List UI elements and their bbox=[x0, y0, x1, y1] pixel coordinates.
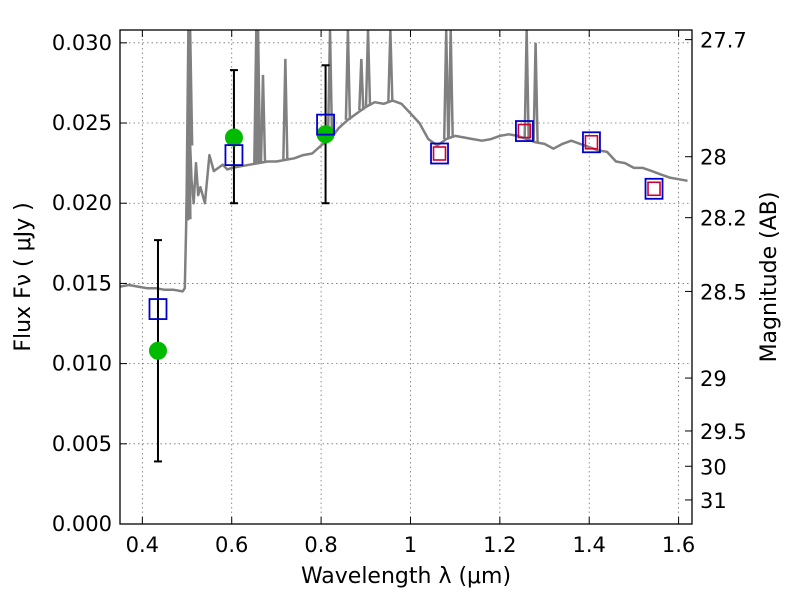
emission-line-spike bbox=[442, 30, 450, 140]
right-tick-label: 31 bbox=[700, 489, 727, 513]
x-tick-label: 1.6 bbox=[662, 533, 695, 557]
right-axis-label: Magnitude (AB) bbox=[757, 192, 782, 363]
emission-line-spike bbox=[254, 30, 262, 164]
series-layer bbox=[120, 30, 688, 463]
emission-line-spike bbox=[259, 74, 267, 163]
x-tick-label: 0.4 bbox=[126, 533, 159, 557]
model-spectrum-line bbox=[120, 99, 688, 293]
right-tick-label: 28.5 bbox=[700, 280, 747, 304]
model-photometry-square bbox=[316, 113, 335, 136]
right-tick-label: 29 bbox=[700, 367, 727, 391]
y-tick-label: 0.030 bbox=[52, 31, 112, 55]
y-tick-label: 0.015 bbox=[52, 271, 112, 295]
right-tick-label: 29.5 bbox=[700, 420, 747, 444]
x-tick-label: 1.2 bbox=[483, 533, 516, 557]
y-tick-label: 0.025 bbox=[52, 111, 112, 135]
model-photometry-square bbox=[224, 144, 244, 167]
grid-lines bbox=[120, 30, 692, 524]
model-photometry-inner-square bbox=[584, 134, 599, 150]
emission-line-spike bbox=[344, 30, 352, 120]
x-tick-label: 0.8 bbox=[304, 533, 337, 557]
model-photometry-square bbox=[148, 298, 168, 320]
right-tick-label: 30 bbox=[700, 455, 727, 479]
model-photometry-square bbox=[515, 120, 534, 142]
model-photometry-inner-square bbox=[647, 181, 661, 197]
x-axis-label: Wavelength λ (μm) bbox=[301, 564, 511, 589]
axis-ticks: 0.4 0.6 0.8 1 1.2 1.4 1.6 0.000 0.005 0.010 0.015 0… bbox=[52, 29, 747, 557]
y-tick-label: 0.020 bbox=[52, 191, 112, 215]
observed-point bbox=[224, 128, 243, 147]
plot-area bbox=[120, 30, 688, 463]
emission-line-spike bbox=[364, 30, 372, 106]
emission-line-spike bbox=[358, 58, 365, 111]
model-photometry-square bbox=[582, 131, 601, 154]
emission-line-spike bbox=[185, 30, 192, 220]
model-photometry-square bbox=[430, 142, 449, 165]
emission-line-spike bbox=[523, 30, 530, 140]
right-tick-label: 28.2 bbox=[700, 207, 747, 231]
model-photometry-square bbox=[644, 177, 664, 200]
x-tick-label: 1.4 bbox=[573, 533, 606, 557]
plot-frame bbox=[119, 29, 693, 525]
emission-line-spike bbox=[447, 30, 454, 138]
emission-line-spike bbox=[282, 58, 289, 160]
x-tick-label: 0.6 bbox=[215, 533, 248, 557]
emission-line-spike bbox=[326, 30, 334, 140]
observed-point bbox=[148, 341, 167, 360]
emission-line-spike bbox=[387, 30, 394, 102]
emission-line-spike bbox=[186, 30, 194, 146]
y-axis-label: Flux Fν ( μJy ) bbox=[11, 202, 36, 351]
emission-line-spike bbox=[532, 42, 539, 143]
y-tick-label: 0.000 bbox=[52, 512, 112, 536]
x-tick-label: 1 bbox=[404, 533, 417, 557]
y-tick-label: 0.005 bbox=[52, 432, 112, 456]
model-photometry-inner-square bbox=[432, 146, 447, 161]
y-tick-label: 0.010 bbox=[52, 352, 112, 376]
model-photometry-inner-square bbox=[517, 123, 532, 139]
right-tick-label: 28 bbox=[700, 146, 727, 170]
right-tick-label: 27.7 bbox=[700, 29, 747, 53]
